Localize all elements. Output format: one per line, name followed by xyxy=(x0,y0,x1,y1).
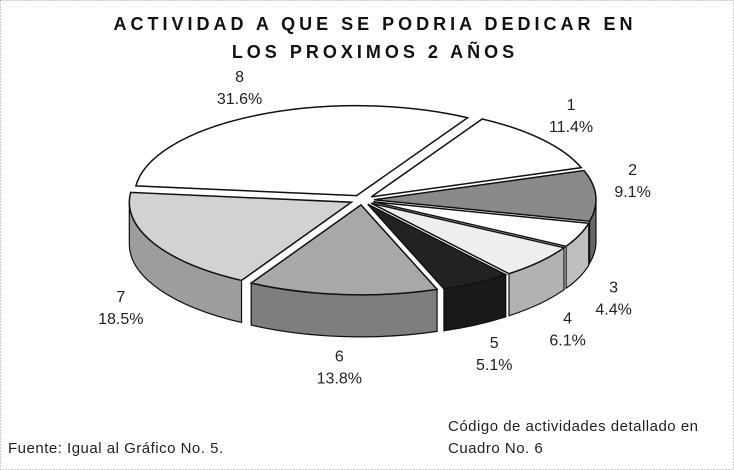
slice xyxy=(373,169,597,223)
slice-label: 4.4% xyxy=(595,302,631,319)
slice xyxy=(372,201,590,248)
slice-side-shade xyxy=(443,274,506,331)
slice-category: 1 xyxy=(567,97,576,114)
slice xyxy=(128,191,354,282)
slice-category: 4 xyxy=(563,310,572,327)
slice-category: 6 xyxy=(335,348,344,365)
slice-label: 5.1% xyxy=(476,357,512,374)
slice-label: 11.4% xyxy=(549,119,593,136)
slice-side-shade xyxy=(566,223,589,289)
slice xyxy=(370,202,566,275)
chart-title: ACTIVIDAD A QUE SE PODRIA DEDICAR EN LOS… xyxy=(113,14,637,62)
slice-category: 5 xyxy=(490,335,499,352)
slice-category: 2 xyxy=(628,162,637,179)
slice-label: 13.8% xyxy=(317,370,362,387)
slice-label: 9.1% xyxy=(614,184,650,201)
slice-label: 6.1% xyxy=(549,332,585,349)
slice xyxy=(367,203,508,290)
slice-side-shade xyxy=(589,199,596,264)
slice-category: 7 xyxy=(116,289,125,306)
slice-category: 3 xyxy=(609,280,618,297)
code-note: Código de actividades detallado en Cuadr… xyxy=(448,418,699,457)
slice xyxy=(370,118,583,198)
slice-side-shade xyxy=(251,283,438,337)
slice xyxy=(134,104,470,197)
slice-side-shade xyxy=(509,247,565,316)
slice xyxy=(249,203,439,296)
slice-label: 18.5% xyxy=(98,311,143,328)
slice-category: 8 xyxy=(235,69,244,86)
slice-label: 31.6% xyxy=(217,91,262,108)
source-note: Fuente: Igual al Gráfico No. 5. xyxy=(8,440,224,457)
